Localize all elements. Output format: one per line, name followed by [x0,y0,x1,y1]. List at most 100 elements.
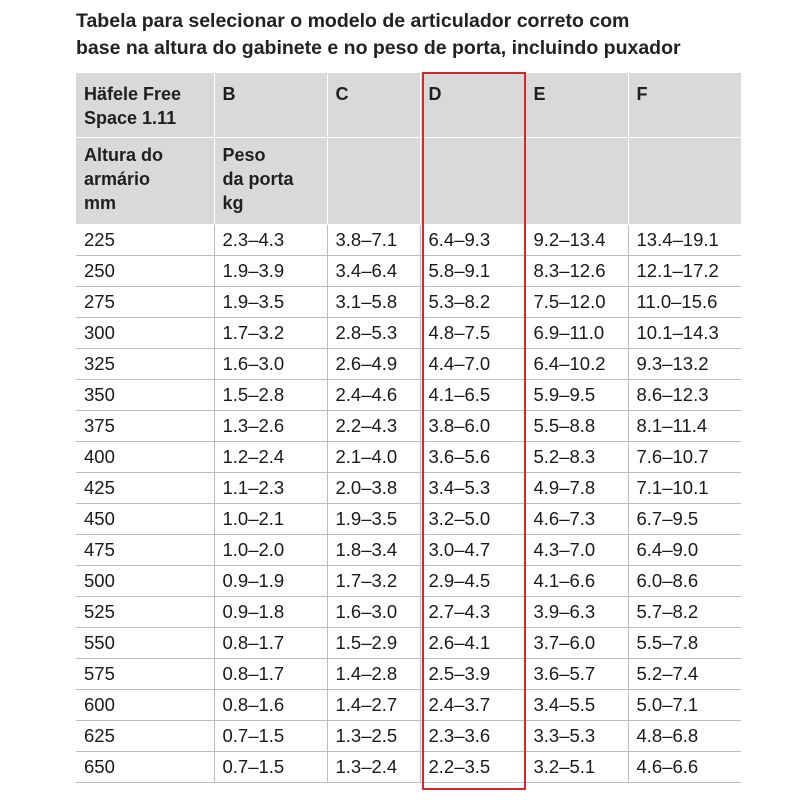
cell-height: 500 [76,565,215,597]
cell-f: 5.2–7.4 [628,658,741,690]
cell-f: 4.6–6.6 [628,751,741,783]
header-model-name: Häfele Free Space 1.11 [76,73,215,138]
cell-c: 1.4–2.8 [327,658,421,690]
cabinet-height-line-1: Altura do [84,144,163,165]
cell-height: 300 [76,317,215,349]
cell-c: 1.9–3.5 [327,503,421,535]
cell-b: 1.0–2.1 [214,503,328,535]
table-row: 475 1.0–2.0 1.8–3.4 3.0–4.7 4.3–7.0 6.4–9.0 [76,534,741,566]
cell-height: 450 [76,503,215,535]
cell-b: 0.7–1.5 [214,751,328,783]
cell-b: 1.9–3.5 [214,286,328,318]
cell-c: 2.2–4.3 [327,410,421,442]
table-row: 275 1.9–3.5 3.1–5.8 5.3–8.2 7.5–12.0 11.0–15.… [76,286,741,318]
cell-height: 250 [76,255,215,287]
cell-b: 1.6–3.0 [214,348,328,380]
cell-f: 8.6–12.3 [628,379,741,411]
cell-e: 4.9–7.8 [525,472,629,504]
cell-c: 1.6–3.0 [327,596,421,628]
cell-e: 4.6–7.3 [525,503,629,535]
cell-b: 2.3–4.3 [214,224,328,256]
cell-d: 4.1–6.5 [420,379,526,411]
cell-d: 3.4–5.3 [420,472,526,504]
cell-e: 3.7–6.0 [525,627,629,659]
cell-b: 1.0–2.0 [214,534,328,566]
cell-height: 600 [76,689,215,721]
cell-e: 4.1–6.6 [525,565,629,597]
table-row: 650 0.7–1.5 1.3–2.4 2.2–3.5 3.2–5.1 4.6–6.6 [76,751,741,783]
header-col-b: B [214,73,328,138]
cell-height: 575 [76,658,215,690]
cell-b: 1.2–2.4 [214,441,328,473]
cell-height: 625 [76,720,215,752]
cell-c: 1.7–3.2 [327,565,421,597]
title-line-2: base na altura do gabinete e no peso de … [76,37,681,59]
header-empty-f [628,137,742,225]
cell-e: 3.6–5.7 [525,658,629,690]
cell-b: 1.7–3.2 [214,317,328,349]
cell-d: 5.3–8.2 [420,286,526,318]
cell-d: 2.9–4.5 [420,565,526,597]
cell-d: 2.2–3.5 [420,751,526,783]
table-row: 550 0.8–1.7 1.5–2.9 2.6–4.1 3.7–6.0 5.5–7.8 [76,627,741,659]
table-row: 350 1.5–2.8 2.4–4.6 4.1–6.5 5.9–9.5 8.6–12.3 [76,379,741,411]
cell-c: 1.5–2.9 [327,627,421,659]
cell-f: 10.1–14.3 [628,317,741,349]
cell-e: 3.2–5.1 [525,751,629,783]
cell-d: 3.8–6.0 [420,410,526,442]
cabinet-height-line-3: mm [84,192,117,213]
table-row: 625 0.7–1.5 1.3–2.5 2.3–3.6 3.3–5.3 4.8–6.8 [76,720,741,752]
cell-c: 1.3–2.5 [327,720,421,752]
cell-d: 3.0–4.7 [420,534,526,566]
cell-d: 2.7–4.3 [420,596,526,628]
cell-height: 475 [76,534,215,566]
cell-height: 400 [76,441,215,473]
table-row: 250 1.9–3.9 3.4–6.4 5.8–9.1 8.3–12.6 12.1–17.… [76,255,741,287]
cell-height: 550 [76,627,215,659]
cell-height: 525 [76,596,215,628]
cell-c: 1.4–2.7 [327,689,421,721]
title-line-1: Tabela para selecionar o modelo de artic… [76,10,630,32]
table-row: 400 1.2–2.4 2.1–4.0 3.6–5.6 5.2–8.3 7.6–10.7 [76,441,741,473]
cell-f: 11.0–15.6 [628,286,741,318]
cell-c: 2.1–4.0 [327,441,421,473]
table-row: 575 0.8–1.7 1.4–2.8 2.5–3.9 3.6–5.7 5.2–7.4 [76,658,741,690]
cell-f: 6.0–8.6 [628,565,741,597]
table-row: 525 0.9–1.8 1.6–3.0 2.7–4.3 3.9–6.3 5.7–8.2 [76,596,741,628]
cell-height: 350 [76,379,215,411]
cell-d: 2.3–3.6 [420,720,526,752]
cell-c: 2.6–4.9 [327,348,421,380]
header-empty-e [525,137,629,225]
table-row: 300 1.7–3.2 2.8–5.3 4.8–7.5 6.9–11.0 10.1–14.… [76,317,741,349]
cell-height: 225 [76,224,215,256]
cell-f: 7.1–10.1 [628,472,741,504]
cell-c: 2.0–3.8 [327,472,421,504]
cell-e: 6.4–10.2 [525,348,629,380]
cell-b: 0.8–1.7 [214,658,328,690]
cell-d: 3.6–5.6 [420,441,526,473]
cell-e: 6.9–11.0 [525,317,629,349]
cell-f: 7.6–10.7 [628,441,741,473]
header-col-c: C [327,73,421,138]
cell-height: 375 [76,410,215,442]
hinge-selection-table: Häfele Free Space 1.11 B C D E F Altura … [76,73,742,783]
cell-f: 4.8–6.8 [628,720,741,752]
model-name-line-2: Space 1.11 [84,108,177,128]
cell-e: 7.5–12.0 [525,286,629,318]
cell-f: 5.0–7.1 [628,689,741,721]
cell-c: 3.8–7.1 [327,224,421,256]
cell-d: 2.5–3.9 [420,658,526,690]
cell-e: 5.9–9.5 [525,379,629,411]
cell-e: 3.4–5.5 [525,689,629,721]
table-title: Tabela para selecionar o modelo de artic… [76,8,776,62]
cell-e: 5.5–8.8 [525,410,629,442]
cell-f: 5.5–7.8 [628,627,741,659]
cell-c: 1.8–3.4 [327,534,421,566]
cell-b: 0.8–1.6 [214,689,328,721]
table-row: 600 0.8–1.6 1.4–2.7 2.4–3.7 3.4–5.5 5.0–7.1 [76,689,741,721]
cell-f: 12.1–17.2 [628,255,741,287]
cell-d: 2.4–3.7 [420,689,526,721]
cell-d: 2.6–4.1 [420,627,526,659]
header-col-e: E [525,73,629,138]
header-col-d: D [420,73,526,138]
